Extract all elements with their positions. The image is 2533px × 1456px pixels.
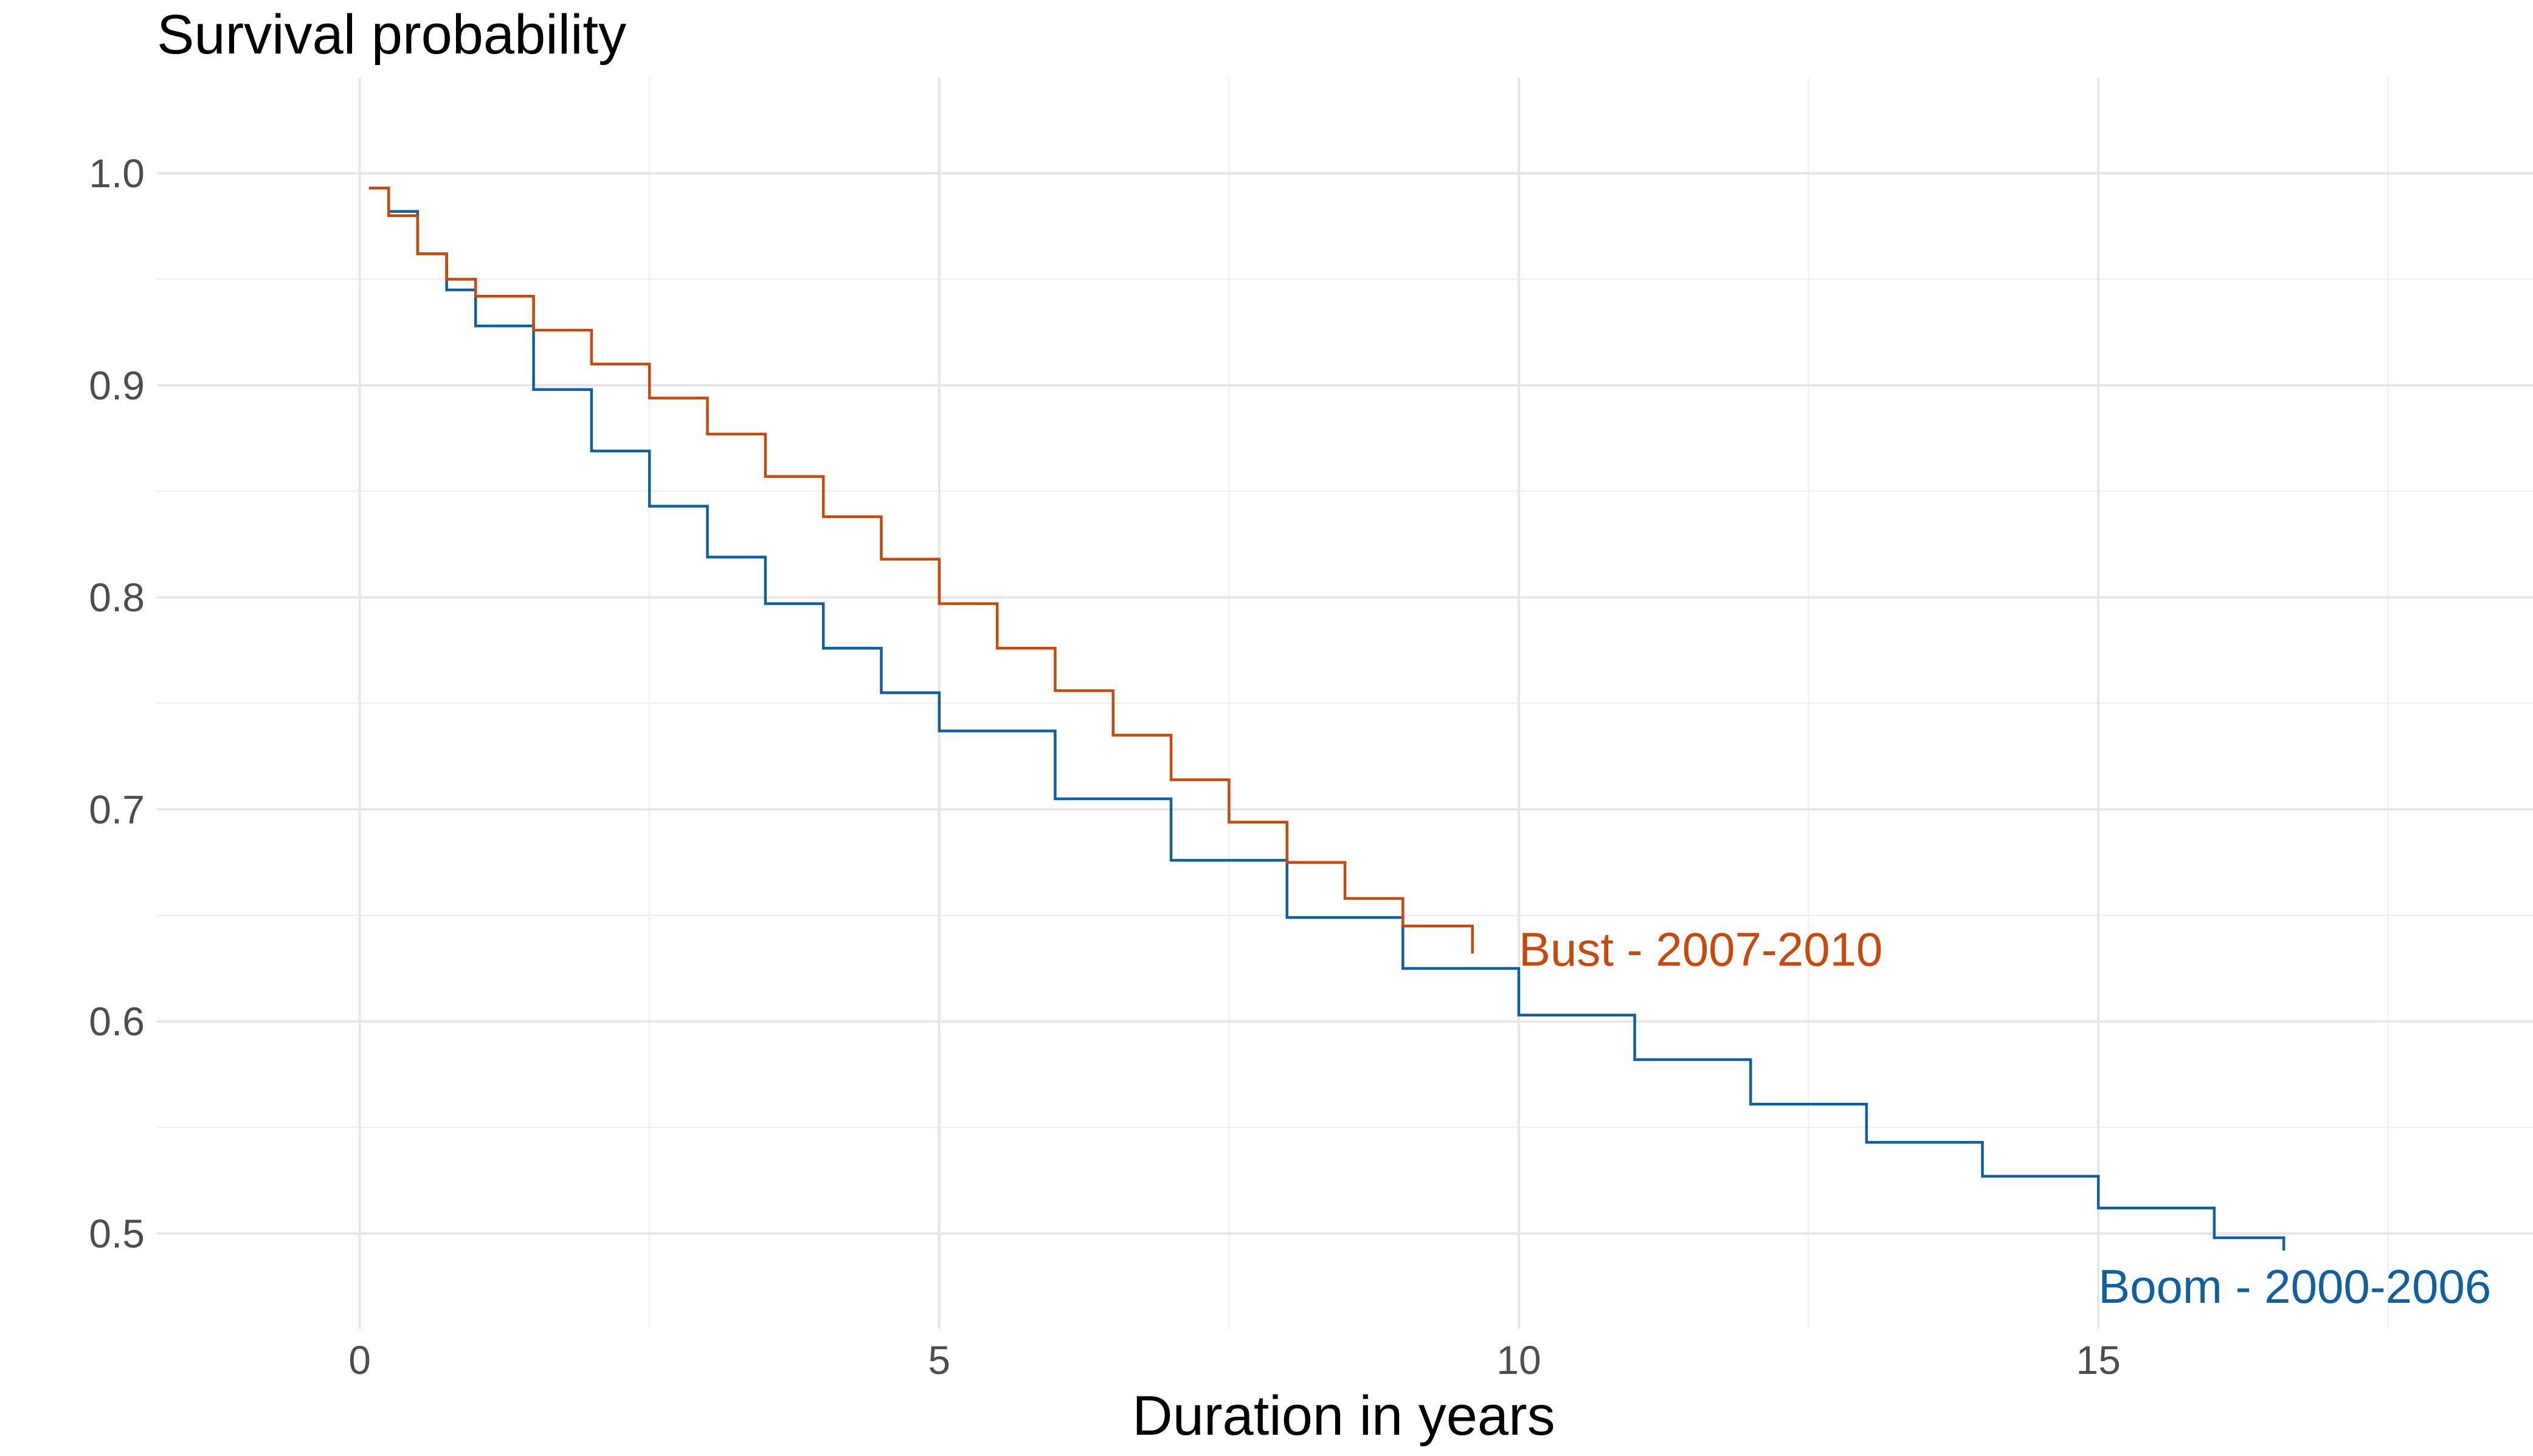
series-lines	[368, 187, 2286, 1251]
y-tick-label: 0.8	[89, 575, 145, 620]
minor-gridlines	[157, 78, 2533, 1329]
y-tick-label: 0.6	[89, 999, 145, 1044]
x-tick-label: 5	[928, 1337, 950, 1382]
series-label-0: Bust - 2007-2010	[1519, 923, 1882, 976]
major-gridlines	[157, 78, 2533, 1329]
y-axis-title: Survival probability	[157, 4, 626, 66]
series-line-0	[368, 187, 2286, 1251]
x-tick-label: 15	[2076, 1337, 2120, 1382]
y-tick-label: 0.7	[89, 787, 145, 832]
x-axis-title: Duration in years	[1132, 1385, 1555, 1447]
series-label-1: Boom - 2000-2006	[2098, 1260, 2491, 1313]
series-annotations: Bust - 2007-2010 Boom - 2000-2006	[1519, 923, 2491, 1314]
y-tick-label: 0.9	[89, 363, 145, 408]
x-tick-label: 10	[1496, 1337, 1541, 1382]
tick-labels: 0 5 10 15 0.5 0.6 0.7 0.8 0.9 1.0	[89, 151, 2121, 1382]
y-tick-label: 0.5	[89, 1211, 145, 1256]
series-line-1	[368, 187, 1474, 954]
x-tick-label: 0	[348, 1337, 371, 1382]
y-tick-label: 1.0	[89, 151, 145, 196]
